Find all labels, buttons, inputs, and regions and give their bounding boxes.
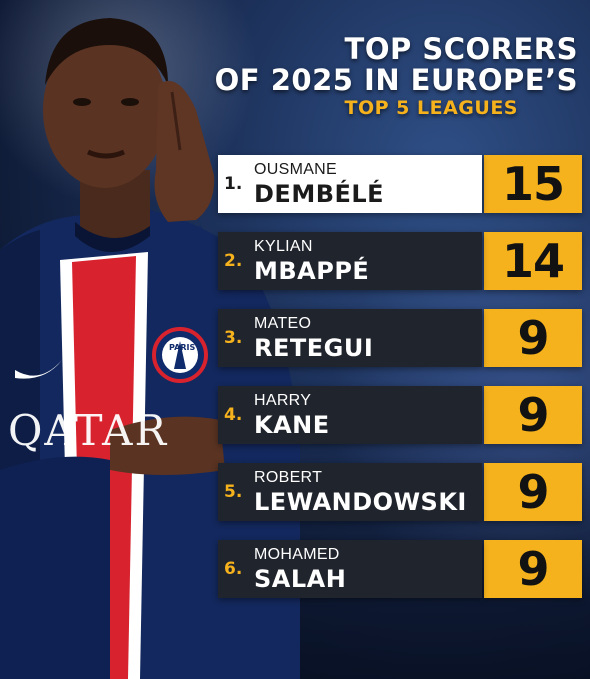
rank: 1. <box>224 174 243 194</box>
last-name: KANE <box>254 411 330 439</box>
goals-count: 9 <box>517 542 549 596</box>
scorer-row: 5. ROBERT LEWANDOWSKI 9 <box>218 463 582 521</box>
goals-box: 14 <box>484 232 582 290</box>
name-box: 3. MATEO RETEGUI <box>218 309 482 367</box>
first-name: KYLIAN <box>254 238 313 255</box>
svg-text:PARIS: PARIS <box>169 343 195 352</box>
scorers-list: 1. OUSMANE DEMBÉLÉ 15 2. KYLIAN MBAPPÉ 1… <box>218 155 582 617</box>
rank: 3. <box>224 328 243 348</box>
scorer-row: 4. HARRY KANE 9 <box>218 386 582 444</box>
last-name: MBAPPÉ <box>254 257 370 285</box>
first-name: ROBERT <box>254 469 323 486</box>
goals-box: 9 <box>484 309 582 367</box>
name-box: 4. HARRY KANE <box>218 386 482 444</box>
scorer-row: 6. MOHAMED SALAH 9 <box>218 540 582 598</box>
goals-count: 15 <box>501 157 565 211</box>
scorer-row: 2. KYLIAN MBAPPÉ 14 <box>218 232 582 290</box>
goals-count: 9 <box>517 465 549 519</box>
last-name: LEWANDOWSKI <box>254 488 467 516</box>
last-name: SALAH <box>254 565 347 593</box>
first-name: MOHAMED <box>254 546 340 563</box>
headline-line-2: OF 2025 IN EUROPE’S <box>214 63 578 97</box>
first-name: HARRY <box>254 392 312 409</box>
scorer-row: 1. OUSMANE DEMBÉLÉ 15 <box>218 155 582 213</box>
goals-count: 14 <box>501 234 565 288</box>
first-name: OUSMANE <box>254 161 337 178</box>
last-name: DEMBÉLÉ <box>254 180 385 208</box>
goals-count: 9 <box>517 388 549 442</box>
headline-line-1: TOP SCORERS <box>344 32 578 66</box>
goals-box: 9 <box>484 540 582 598</box>
goals-box: 15 <box>484 155 582 213</box>
last-name: RETEGUI <box>254 334 374 362</box>
rank: 6. <box>224 559 243 579</box>
headline: TOP SCORERS OF 2025 IN EUROPE’S TOP 5 LE… <box>208 34 578 120</box>
first-name: MATEO <box>254 315 312 332</box>
rank: 2. <box>224 251 243 271</box>
rank: 5. <box>224 482 243 502</box>
name-box: 6. MOHAMED SALAH <box>218 540 482 598</box>
name-box: 2. KYLIAN MBAPPÉ <box>218 232 482 290</box>
goals-box: 9 <box>484 386 582 444</box>
rank: 4. <box>224 405 243 425</box>
name-box: 5. ROBERT LEWANDOWSKI <box>218 463 482 521</box>
goals-count: 9 <box>517 311 549 365</box>
name-box: 1. OUSMANE DEMBÉLÉ <box>218 155 482 213</box>
scorer-row: 3. MATEO RETEGUI 9 <box>218 309 582 367</box>
headline-subtitle: TOP 5 LEAGUES <box>344 97 518 119</box>
goals-box: 9 <box>484 463 582 521</box>
svg-text:QATAR: QATAR <box>8 406 168 455</box>
